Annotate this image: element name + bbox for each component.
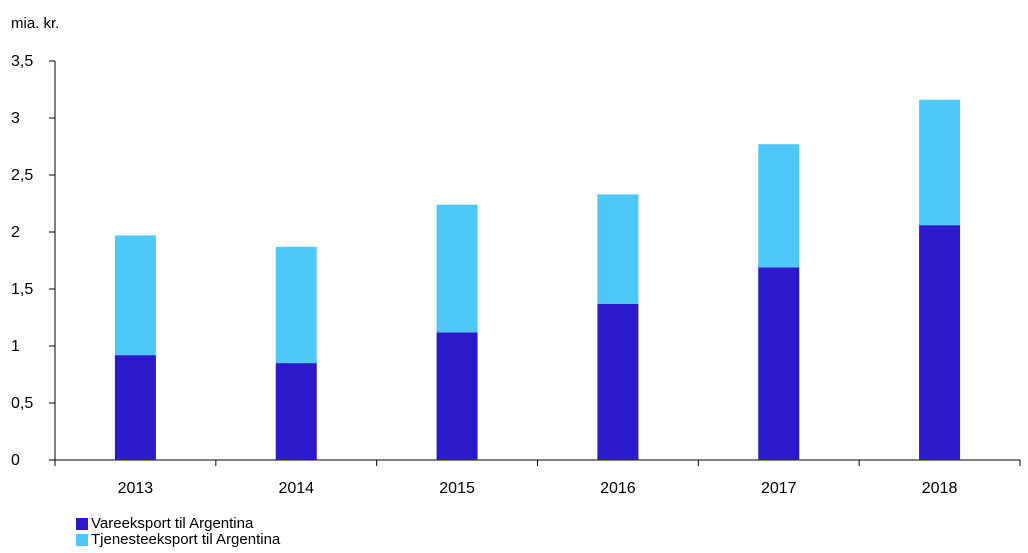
y-unit-label: mia. kr.: [11, 15, 59, 32]
x-tick-label: 2013: [118, 480, 154, 497]
x-tick-label: 2017: [761, 480, 797, 497]
legend-item-vareeksport: Vareeksport til Argentina: [76, 516, 280, 532]
bar-tjenesteeksport-2018: [919, 99, 961, 226]
stacked-bar-chart: mia. kr. 00,511,522,533,5 2013 2014 2015 20…: [11, 15, 1021, 497]
y-tick-label: 1: [11, 338, 20, 355]
bar-vareeksport-2018: [919, 225, 961, 460]
bars: [114, 99, 961, 460]
bar-tjenesteeksport-2013: [114, 235, 156, 356]
legend-swatch-vareeksport: [76, 518, 88, 530]
y-tick-label: 0: [11, 452, 20, 469]
y-tick-label: 1,5: [11, 281, 33, 298]
bar-tjenesteeksport-2016: [597, 194, 639, 304]
legend-label-vareeksport: Vareeksport til Argentina: [91, 515, 254, 532]
y-tick-label: 3,5: [11, 53, 33, 70]
bar-vareeksport-2015: [436, 332, 478, 460]
bar-tjenesteeksport-2015: [436, 204, 478, 333]
legend-label-tjenesteeksport: Tjenesteeksport til Argentina: [91, 531, 281, 548]
bar-vareeksport-2017: [758, 267, 800, 460]
x-tick-label: 2015: [439, 480, 475, 497]
x-axis: 2013 2014 2015 2016 2017 2018: [54, 459, 1021, 497]
legend: Vareeksport til Argentina Tjenesteekspor…: [76, 516, 280, 548]
bar-tjenesteeksport-2014: [275, 246, 317, 364]
y-tick-label: 2,5: [11, 167, 33, 184]
bar-vareeksport-2016: [597, 303, 639, 460]
y-tick-label: 3: [11, 110, 20, 127]
y-tick-label: 2: [11, 224, 20, 241]
x-tick-label: 2018: [922, 480, 958, 497]
bar-vareeksport-2014: [275, 363, 317, 460]
y-axis: 0 0,5 1 1,5 2 2,5 3 3,5: [11, 53, 56, 469]
x-tick-label: 2014: [278, 480, 314, 497]
bar-vareeksport-2013: [114, 355, 156, 460]
legend-swatch-tjenesteeksport: [76, 534, 88, 546]
bar-tjenesteeksport-2017: [758, 144, 800, 268]
x-tick-label: 2016: [600, 480, 636, 497]
y-tick-label: 0,5: [11, 395, 33, 412]
legend-item-tjenesteeksport: Tjenesteeksport til Argentina: [76, 532, 280, 548]
